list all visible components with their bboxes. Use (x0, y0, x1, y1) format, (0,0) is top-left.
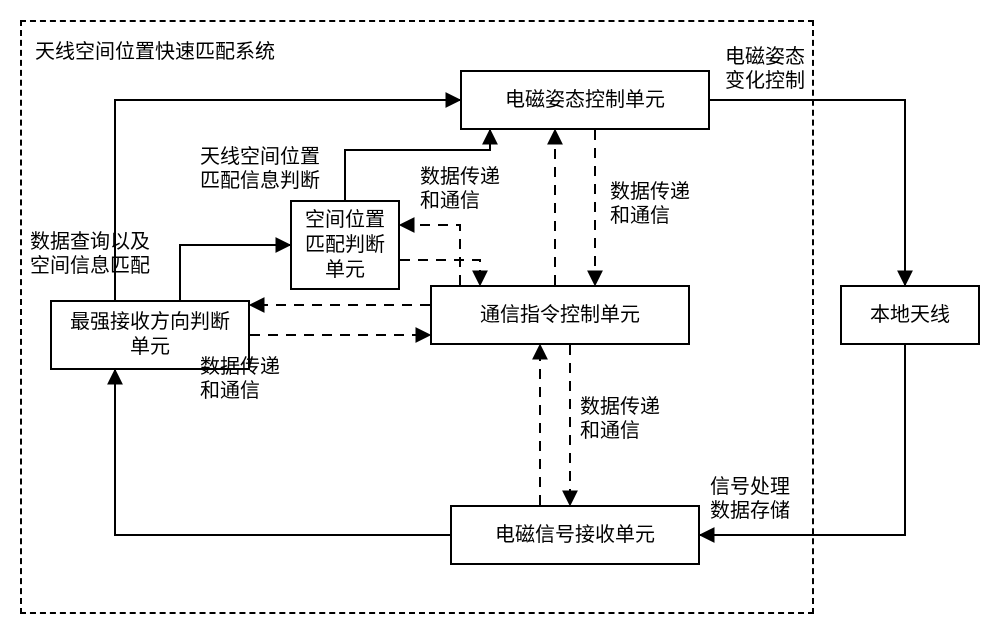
node-antenna-text: 本地天线 (870, 303, 950, 328)
node-strongest-text: 最强接收方向判断 单元 (70, 310, 230, 360)
node-attitude: 电磁姿态控制单元 (460, 70, 710, 130)
frame-title: 天线空间位置快速匹配系统 (35, 40, 275, 64)
node-spatial-text: 空间位置 匹配判断 单元 (305, 208, 385, 283)
label-data3: 数据传递 和通信 (200, 355, 280, 403)
node-receiver: 电磁信号接收单元 (450, 505, 700, 565)
node-receiver-text: 电磁信号接收单元 (495, 523, 655, 548)
node-spatial: 空间位置 匹配判断 单元 (290, 200, 400, 290)
label-spatial-match: 天线空间位置 匹配信息判断 (200, 145, 320, 193)
label-query: 数据查询以及 空间信息匹配 (30, 230, 150, 278)
node-attitude-text: 电磁姿态控制单元 (505, 88, 665, 113)
label-data4: 数据传递 和通信 (580, 395, 660, 443)
node-antenna: 本地天线 (840, 285, 980, 345)
label-sigproc: 信号处理 数据存储 (710, 475, 790, 523)
label-attitude-change: 电磁姿态 变化控制 (725, 45, 805, 93)
label-data2: 数据传递 和通信 (610, 180, 690, 228)
node-command-text: 通信指令控制单元 (480, 303, 640, 328)
node-command: 通信指令控制单元 (430, 285, 690, 345)
label-data1: 数据传递 和通信 (420, 165, 500, 213)
